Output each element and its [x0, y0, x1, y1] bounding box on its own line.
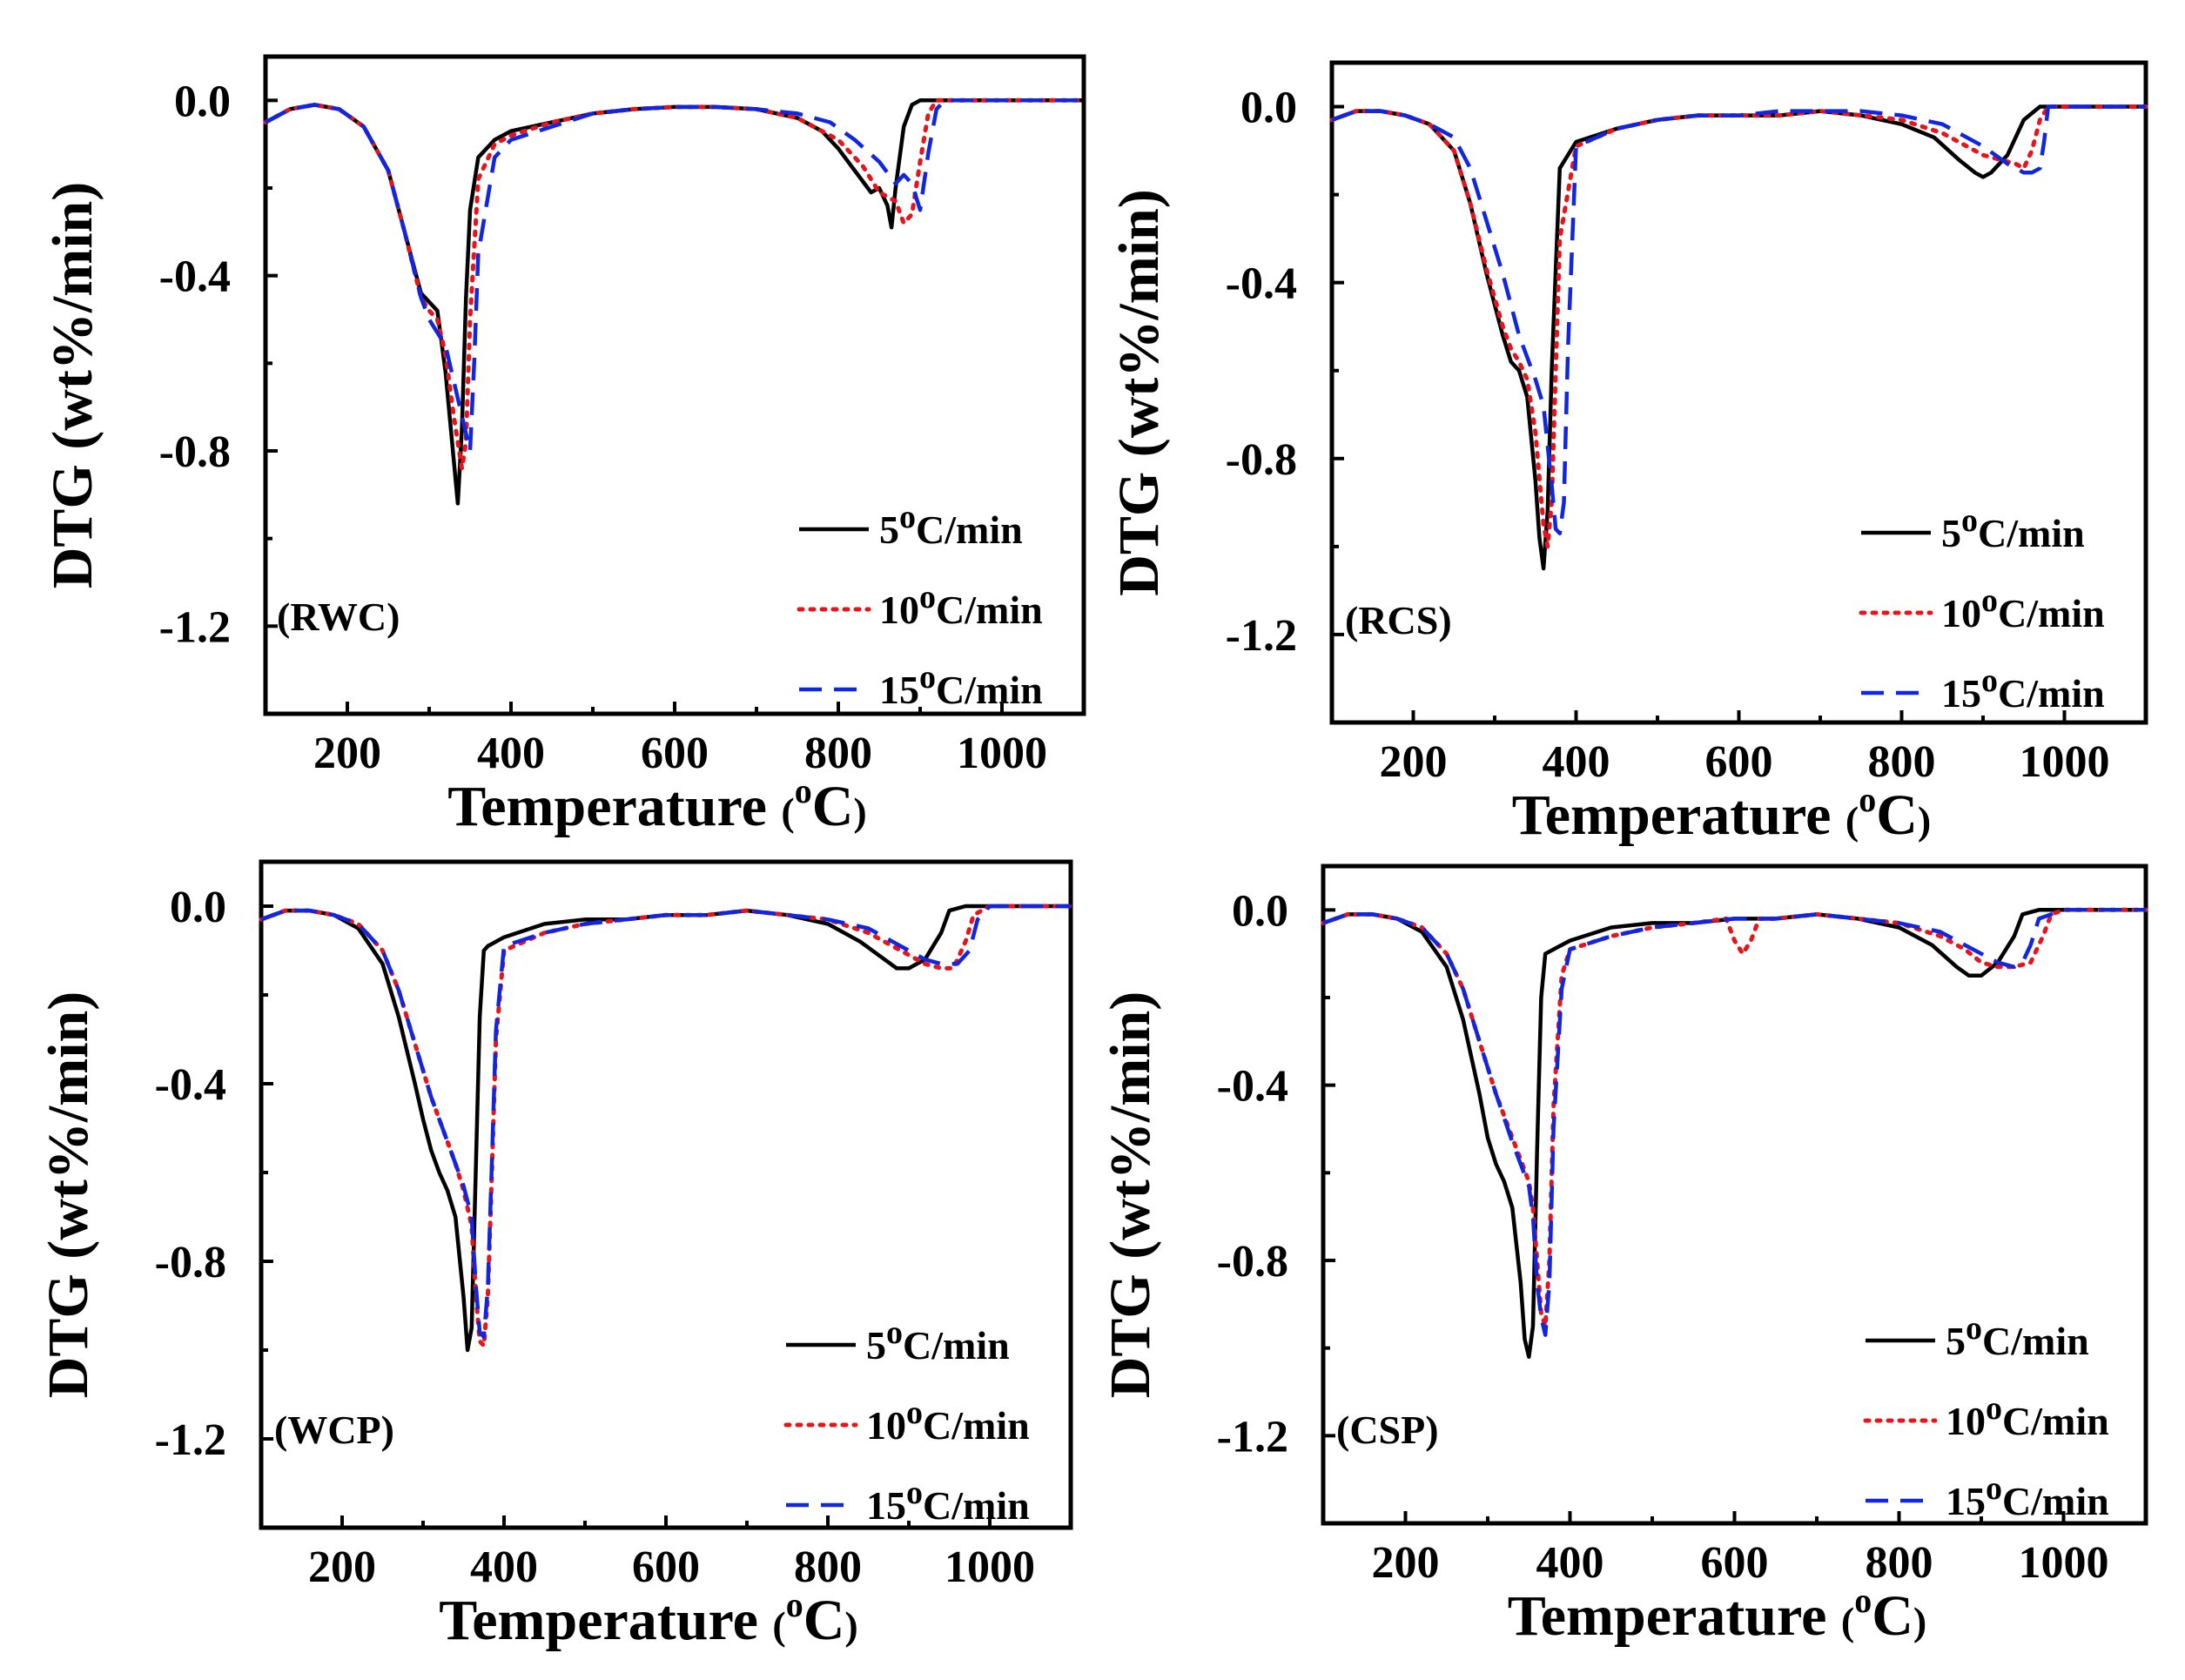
y-tick-label: -1.2	[159, 602, 231, 652]
y-tick-label: 0.0	[1240, 84, 1297, 133]
chart-panel-wcp: 200 400 600 800 1000 0.0 -0.4 -0.8 -1.2 Temperatu…	[37, 859, 1073, 1652]
sample-label: (WCP)	[274, 1408, 394, 1452]
series-line-s10	[259, 904, 1073, 1348]
y-axis-label: DTG (wt%/min)	[1107, 189, 1171, 595]
legend-label: 10oC/min	[1946, 1390, 2109, 1443]
x-axis-label: Temperature (oC)	[1512, 780, 1931, 847]
y-tick-label: -0.4	[159, 252, 231, 302]
y-axis-label: DTG (wt%/min)	[41, 182, 104, 588]
series-line-s15	[1331, 104, 2146, 535]
y-tick-label: -0.8	[1226, 435, 1297, 485]
series-line-s5	[260, 904, 1071, 1353]
x-tick-label: 800	[794, 1542, 862, 1592]
x-tick-label: 800	[1868, 737, 1936, 787]
x-tick-label: 800	[1866, 1538, 1933, 1588]
y-tick-label: -0.4	[155, 1060, 226, 1110]
x-tick-label: 600	[632, 1542, 700, 1592]
x-tick-label: 1000	[2019, 1538, 2109, 1588]
x-tick-label: 400	[1536, 1538, 1604, 1588]
x-tick-label: 1000	[2020, 737, 2110, 787]
y-tick-label: -0.4	[1217, 1062, 1288, 1112]
series-line-s10	[263, 97, 1086, 471]
sample-label: (RCS)	[1345, 598, 1452, 642]
y-tick-label: 0.0	[174, 77, 231, 126]
x-tick-label: 1000	[945, 1542, 1035, 1592]
legend-label: 15oC/min	[866, 1475, 1030, 1528]
sample-label: (RWC)	[277, 595, 400, 639]
x-tick-label: 600	[1705, 737, 1773, 787]
sample-label: (CSP)	[1336, 1408, 1439, 1452]
series-line-s15	[264, 98, 1084, 454]
y-tick-label: -1.2	[155, 1415, 226, 1465]
y-tick-label: 0.0	[1232, 886, 1288, 936]
legend-label: 10oC/min	[879, 579, 1043, 632]
legend-label: 5oC/min	[866, 1314, 1010, 1368]
series-line-s10	[1329, 104, 2148, 549]
x-tick-label: 800	[804, 729, 872, 778]
legend-label: 10oC/min	[1941, 582, 2105, 635]
y-axis-label: DTG (wt%/min)	[1099, 991, 1162, 1398]
chart-panel-rwc: 200 400 600 800 1000 0.0 -0.4 -0.8 -1.2 Temperatu…	[41, 54, 1086, 838]
series-line-s15	[1322, 908, 2146, 1337]
x-tick-label: 200	[1372, 1538, 1440, 1588]
x-axis-label: Temperature (oC)	[439, 1585, 857, 1652]
x-tick-label: 600	[1701, 1538, 1769, 1588]
x-tick-label: 200	[1380, 737, 1448, 787]
legend-label: 15oC/min	[879, 659, 1043, 712]
y-tick-label: -0.8	[1217, 1237, 1288, 1287]
y-tick-label: -0.4	[1226, 259, 1297, 309]
series-line-s15	[260, 904, 1071, 1339]
x-tick-label: 200	[313, 729, 381, 778]
legend-label: 10oC/min	[866, 1394, 1030, 1448]
x-tick-label: 400	[470, 1542, 538, 1592]
legend-label: 5oC/min	[1946, 1310, 2089, 1363]
legend-label: 15oC/min	[1941, 662, 2105, 716]
x-tick-label: 400	[477, 729, 545, 778]
series-line-s5	[1331, 104, 2146, 571]
y-tick-label: -0.8	[155, 1238, 226, 1287]
legend-label: 15oC/min	[1946, 1470, 2109, 1523]
x-tick-label: 200	[308, 1542, 376, 1592]
series-line-s5	[1322, 908, 2146, 1359]
x-tick-label: 600	[641, 729, 709, 778]
y-axis-label: DTG (wt%/min)	[37, 991, 100, 1398]
x-axis-label: Temperature (oC)	[1508, 1581, 1926, 1648]
y-tick-label: 0.0	[170, 883, 226, 932]
chart-panel-csp: 200 400 600 800 1000 0.0 -0.4 -0.8 -1.2 Temperatu…	[1099, 864, 2148, 1648]
y-tick-label: -0.8	[159, 427, 231, 477]
legend-label: 5oC/min	[879, 499, 1023, 552]
legend-label: 5oC/min	[1941, 502, 2085, 555]
x-tick-label: 400	[1543, 737, 1610, 787]
series-line-s5	[264, 98, 1084, 506]
chart-panel-rcs: 200 400 600 800 1000 0.0 -0.4 -0.8 -1.2 Temperatu…	[1107, 60, 2148, 847]
x-axis-label: Temperature (oC)	[447, 771, 866, 838]
y-tick-label: -1.2	[1217, 1412, 1288, 1462]
x-tick-label: 1000	[957, 729, 1047, 778]
y-tick-label: -1.2	[1226, 611, 1297, 661]
